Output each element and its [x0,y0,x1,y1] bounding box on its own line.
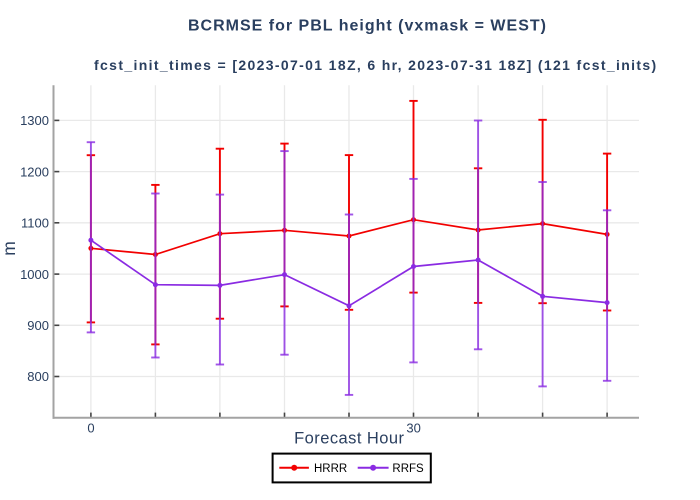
svg-text:1000: 1000 [20,267,49,282]
svg-text:1200: 1200 [20,164,49,179]
svg-text:m: m [0,241,19,256]
svg-text:800: 800 [27,369,49,384]
svg-text:30: 30 [406,421,420,436]
svg-text:1300: 1300 [20,113,49,128]
svg-text:fcst_init_times = [2023-07-01: fcst_init_times = [2023-07-01 18Z, 6 hr,… [94,57,658,73]
svg-text:Forecast Hour: Forecast Hour [294,430,404,448]
svg-text:BCRMSE for PBL height (vxmask: BCRMSE for PBL height (vxmask = WEST) [188,17,547,34]
svg-text:900: 900 [27,318,49,333]
svg-text:HRRR: HRRR [314,463,347,475]
svg-text:0: 0 [87,421,94,436]
svg-text:RRFS: RRFS [392,463,424,475]
svg-text:1100: 1100 [21,216,49,231]
